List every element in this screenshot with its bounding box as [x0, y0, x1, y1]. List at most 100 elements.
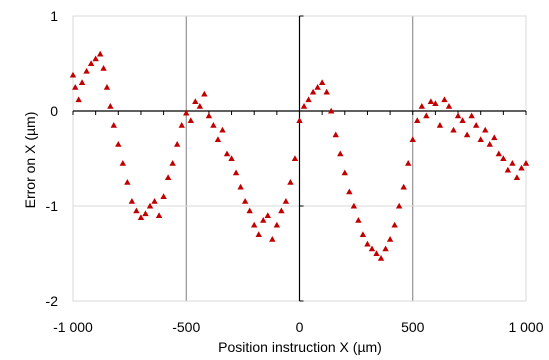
- data-point: [228, 155, 235, 162]
- y-tick-label: -1: [46, 198, 59, 214]
- data-point: [75, 96, 82, 103]
- data-point: [355, 217, 362, 223]
- data-point: [146, 202, 154, 209]
- y-tick-label: 1: [50, 8, 58, 24]
- data-point: [391, 221, 398, 228]
- data-point: [92, 55, 99, 62]
- x-tick-label: -1 000: [53, 319, 93, 335]
- data-point: [296, 117, 303, 124]
- data-point: [409, 136, 416, 143]
- data-point: [314, 84, 321, 90]
- data-point: [115, 141, 122, 147]
- data-point: [468, 112, 475, 119]
- data-point: [107, 103, 114, 109]
- data-point: [337, 150, 344, 157]
- data-point: [450, 126, 457, 133]
- data-point: [164, 174, 172, 181]
- data-point: [201, 90, 208, 97]
- data-point: [323, 88, 330, 95]
- data-point: [332, 131, 339, 138]
- data-point: [368, 245, 376, 252]
- data-point: [518, 164, 525, 171]
- data-point: [223, 150, 231, 157]
- data-point: [128, 198, 136, 204]
- data-point: [364, 240, 371, 247]
- data-point: [133, 207, 140, 214]
- data-point: [418, 103, 426, 109]
- data-point: [382, 245, 389, 252]
- x-tick-label: 1 000: [508, 319, 543, 335]
- data-point: [495, 150, 503, 157]
- data-point: [454, 112, 462, 119]
- data-point: [173, 141, 181, 147]
- data-point: [119, 160, 127, 166]
- x-tick-label: -500: [172, 319, 200, 335]
- data-point: [69, 71, 77, 78]
- data-point: [255, 231, 262, 238]
- data-point: [282, 198, 290, 204]
- data-point: [300, 103, 308, 109]
- data-point: [309, 88, 317, 95]
- data-point: [246, 207, 253, 214]
- data-point: [459, 117, 466, 124]
- data-point: [287, 179, 294, 185]
- data-point: [522, 160, 530, 166]
- data-point: [196, 103, 204, 109]
- data-point: [178, 122, 185, 128]
- data-point: [341, 169, 348, 176]
- data-point: [151, 198, 158, 204]
- data-point: [124, 179, 131, 185]
- data-point: [414, 117, 421, 124]
- data-point: [482, 126, 489, 133]
- data-point: [328, 107, 335, 114]
- data-point: [432, 100, 439, 106]
- data-point: [472, 122, 480, 128]
- data-point: [318, 79, 326, 86]
- data-point: [359, 231, 367, 238]
- data-point: [427, 98, 435, 105]
- data-point: [72, 84, 79, 90]
- data-point: [110, 122, 117, 128]
- data-point: [142, 210, 149, 217]
- data-point: [155, 212, 163, 219]
- data-point: [260, 217, 267, 223]
- data-point: [83, 67, 90, 74]
- data-point: [491, 134, 498, 141]
- data-points: [69, 50, 530, 261]
- data-point: [210, 122, 217, 128]
- data-point: [103, 84, 111, 90]
- data-point: [241, 198, 249, 204]
- data-point: [504, 166, 512, 173]
- data-point: [395, 202, 403, 209]
- data-point: [436, 122, 444, 128]
- data-point: [232, 169, 240, 176]
- data-point: [96, 50, 104, 57]
- data-point: [509, 160, 516, 166]
- data-point: [273, 221, 281, 228]
- data-point: [463, 131, 471, 138]
- data-point: [237, 183, 244, 190]
- data-point: [100, 65, 107, 71]
- x-tick-label: 0: [296, 319, 304, 335]
- data-point: [305, 96, 312, 103]
- data-point: [87, 60, 95, 67]
- data-point: [78, 79, 86, 86]
- x-axis-title: Position instruction X (µm): [218, 339, 382, 355]
- data-point: [214, 136, 222, 143]
- data-point: [441, 96, 448, 103]
- data-point: [373, 250, 380, 257]
- data-point: [386, 236, 394, 242]
- data-point: [477, 136, 484, 143]
- data-point: [423, 112, 430, 119]
- data-point: [219, 126, 226, 133]
- data-point: [346, 188, 353, 195]
- data-point: [445, 103, 453, 109]
- data-point: [192, 98, 199, 105]
- y-tick-label: -2: [46, 293, 59, 309]
- data-point: [405, 160, 412, 166]
- data-point: [183, 109, 190, 116]
- data-point: [486, 141, 493, 147]
- x-tick-label: 500: [401, 319, 425, 335]
- y-tick-label: 0: [50, 103, 58, 119]
